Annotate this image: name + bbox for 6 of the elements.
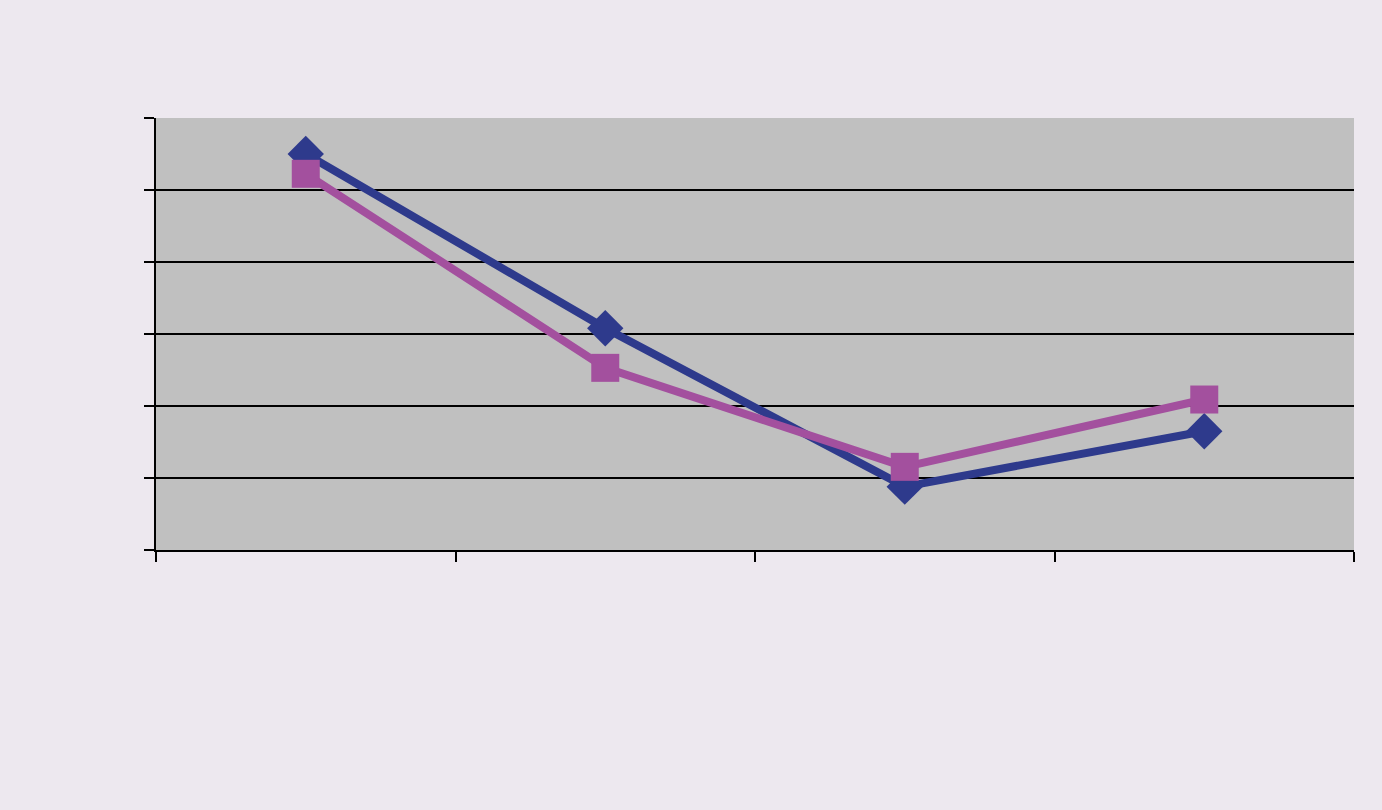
point [890, 452, 919, 481]
point [1186, 413, 1223, 450]
point [291, 159, 320, 188]
point [1190, 385, 1219, 414]
point [591, 353, 620, 382]
point [587, 310, 624, 347]
